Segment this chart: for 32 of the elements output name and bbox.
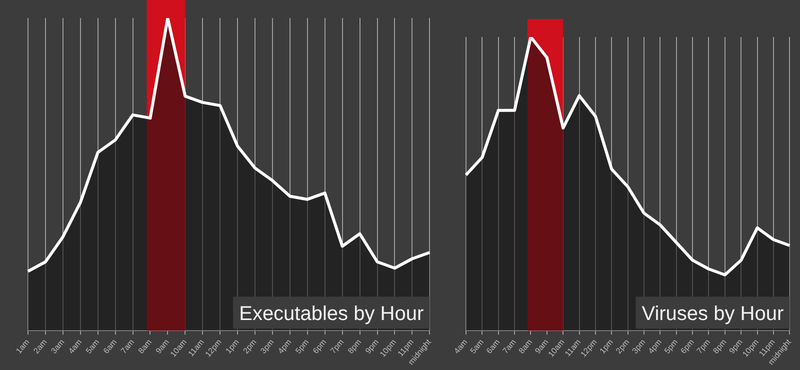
x-tick-label: 5am: [84, 337, 102, 356]
x-tick-label: 7am: [119, 337, 136, 356]
x-tick-label: 6am: [102, 337, 119, 356]
x-tick-label: 6pm: [311, 337, 328, 356]
x-tick-label: 5am: [468, 337, 486, 356]
x-tick-label: 7am: [500, 337, 518, 356]
text: Viruses by Hour: [642, 303, 784, 326]
x-tick-label: 8pm: [711, 337, 728, 356]
x-tick-label: 3pm: [630, 337, 648, 356]
x-tick-label: 6pm: [678, 337, 696, 356]
x-tick-label: 7pm: [328, 337, 346, 356]
x-tick-label: 6am: [484, 337, 502, 356]
x-tick-label: 9am: [154, 337, 172, 356]
x-tick-label: 7pm: [695, 337, 712, 356]
x-tick-label: 1pm: [598, 337, 616, 356]
x-tick-label: 3pm: [258, 337, 276, 356]
x-tick-label: 4am: [66, 337, 84, 356]
x-tick-label: 9pm: [364, 337, 381, 356]
x-tick-label: 4pm: [646, 337, 664, 356]
x-tick-label: 5pm: [662, 337, 680, 356]
x-tick-label: 4am: [452, 337, 470, 356]
x-tick-label: 9am: [533, 337, 550, 356]
x-tick-label: 8pm: [346, 337, 364, 356]
text: Executables by Hour: [239, 303, 424, 326]
x-tick-label: 8am: [517, 337, 534, 356]
x-tick-label: 4pm: [276, 337, 294, 356]
x-tick-label: 1pm: [224, 337, 241, 356]
x-tick-label: 5pm: [294, 337, 311, 356]
x-tick-label: 1am: [14, 337, 32, 356]
x-tick-label: 3am: [49, 337, 66, 356]
x-tick-label: 8am: [136, 337, 154, 356]
x-tick-label: 9pm: [727, 337, 745, 356]
